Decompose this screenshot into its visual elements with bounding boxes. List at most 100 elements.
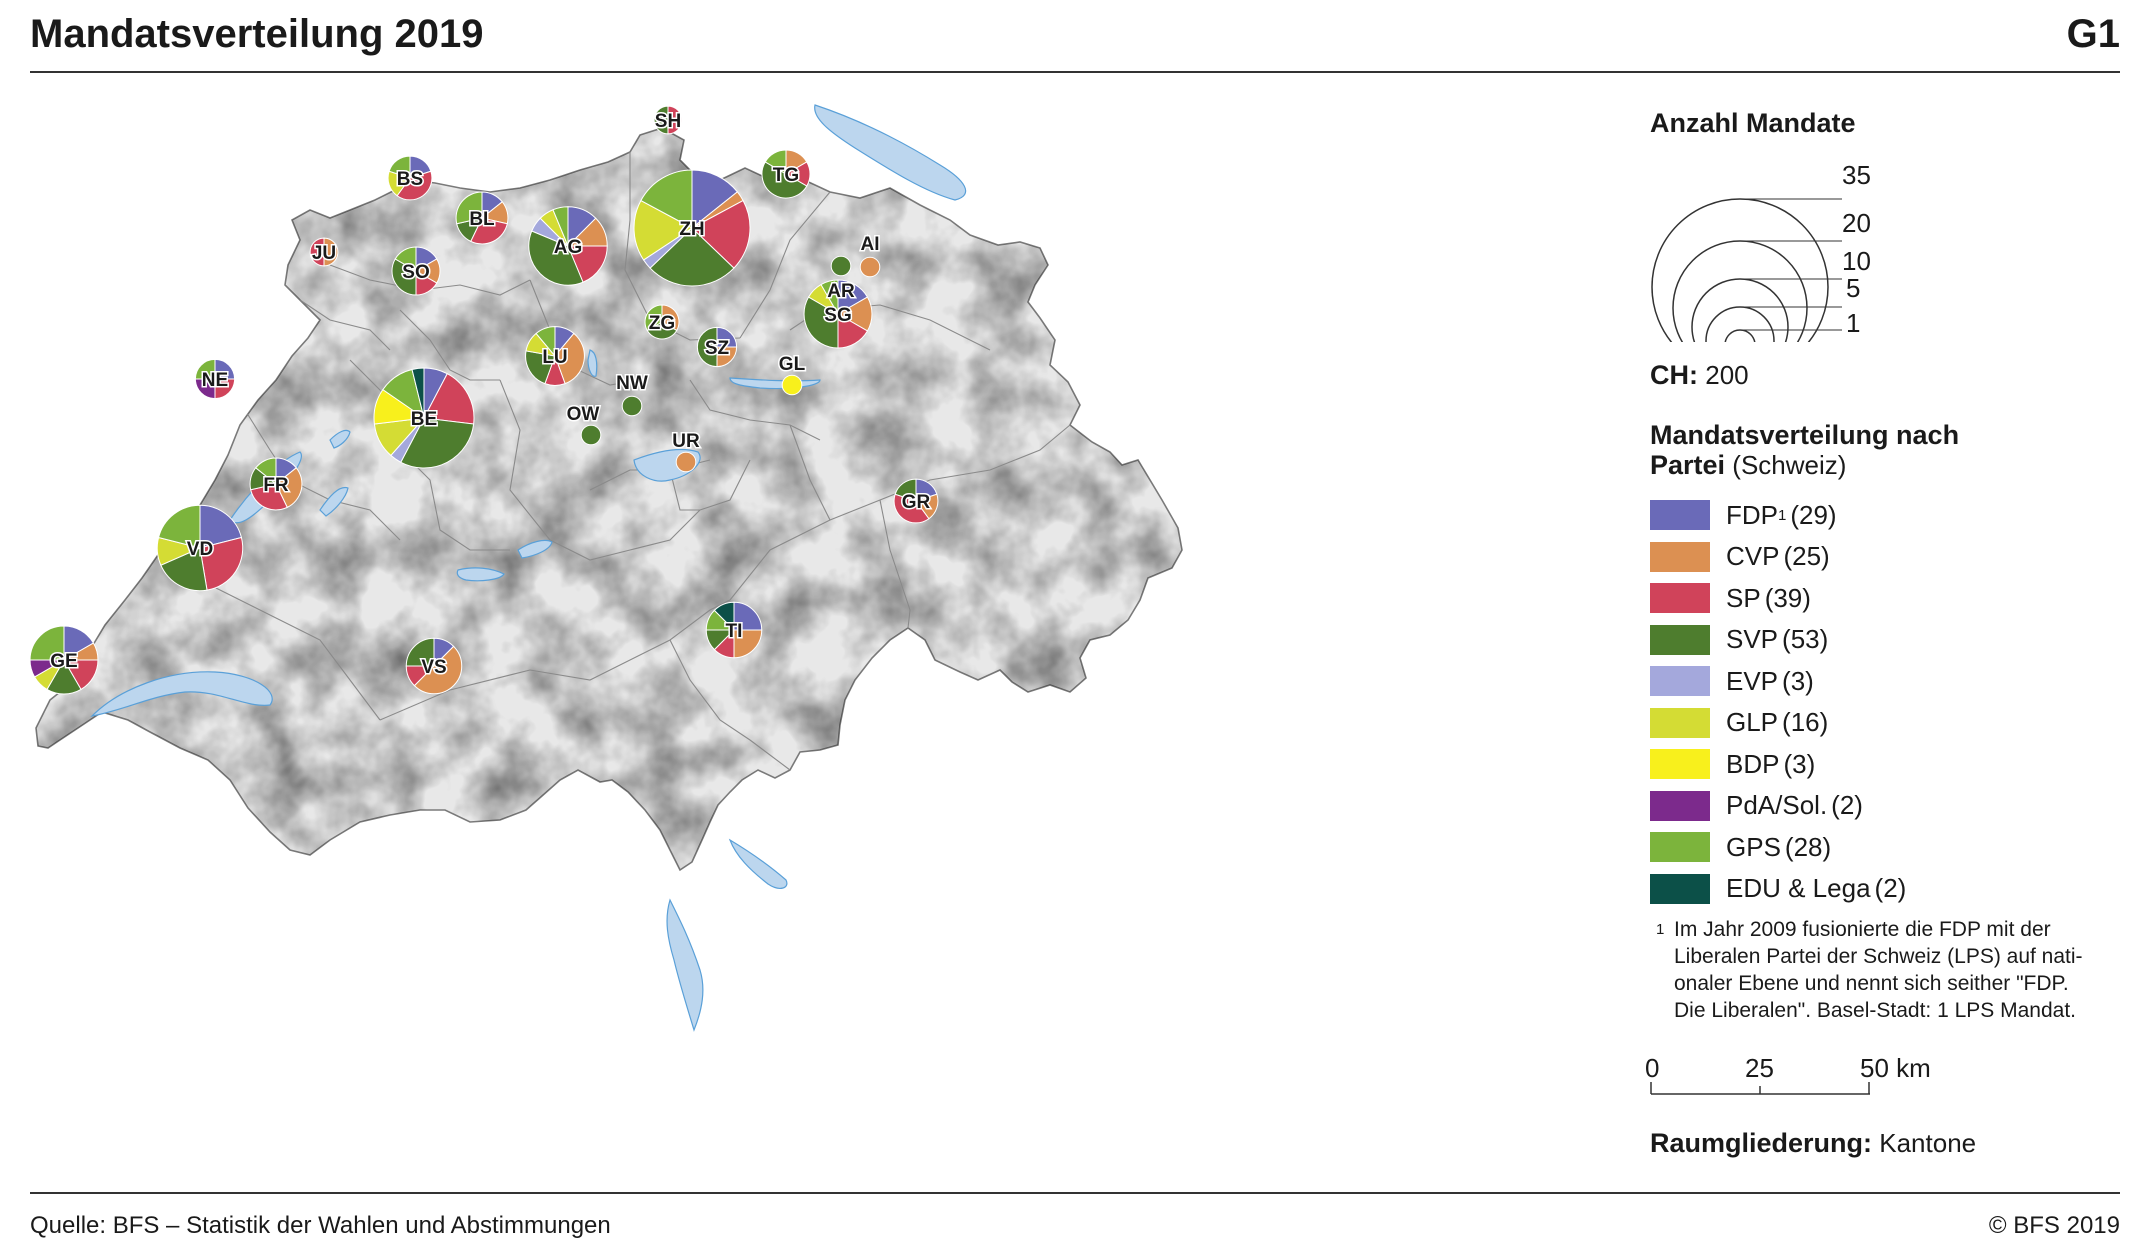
size-value-5: 5 xyxy=(1846,273,1861,303)
canton-label-lu: LU xyxy=(542,347,567,368)
party-count: (16) xyxy=(1782,707,1829,737)
pie-slice-svp xyxy=(649,227,735,287)
party-legend-suffix: (Schweiz) xyxy=(1732,450,1847,480)
pie-slice-sp xyxy=(667,105,683,135)
footnote-marker: 1 xyxy=(1656,921,1665,938)
region-value: Kantone xyxy=(1879,1128,1977,1158)
pie-slice-svp xyxy=(696,326,718,368)
canton-label-sh: SH xyxy=(655,111,681,132)
footnote-line: Die Liberalen". Basel-Stadt: 1 LPS Manda… xyxy=(1674,999,2077,1022)
bottom-rule xyxy=(30,1192,2120,1194)
party-label: BDP xyxy=(1726,748,1780,779)
pie-slice-cvp xyxy=(733,629,763,659)
canton-label-ag: AG xyxy=(554,237,583,258)
pie-slice-sp xyxy=(423,373,475,425)
canton-pie-fr: FR xyxy=(249,457,303,511)
canton-pie-be: BE xyxy=(373,367,475,469)
canton-label-vd: VD xyxy=(187,539,213,560)
pie-slice-bdp xyxy=(781,374,803,396)
canton-pie-sh: SH xyxy=(653,105,683,135)
party-label: SP xyxy=(1726,582,1761,613)
canton-label-ai: AI xyxy=(861,234,880,255)
canton-label-ow: OW xyxy=(567,404,600,425)
copyright: © BFS 2019 xyxy=(1988,1212,2120,1239)
scale-tick-25: 25 xyxy=(1745,1053,1774,1083)
party-legend-title-2: Partei xyxy=(1650,450,1726,480)
scale-tick-50: 50 km xyxy=(1860,1053,1931,1083)
pie-slice-sp xyxy=(396,170,433,201)
party-swatch xyxy=(1650,500,1710,530)
lake-biel xyxy=(319,486,349,517)
pie-slice-cvp xyxy=(716,346,738,368)
pie-slice-svp xyxy=(894,478,917,502)
scale-bar xyxy=(1650,1082,1870,1095)
canton-label-tg: TG xyxy=(773,165,799,186)
party-legend-item: GLP (16) xyxy=(1650,706,1828,740)
party-count: (3) xyxy=(1782,665,1814,696)
lake-murten xyxy=(329,429,351,449)
footnote-line: Liberalen Partei der Schweiz (LPS) auf n… xyxy=(1674,945,2083,968)
canton-label-ur: UR xyxy=(672,431,700,452)
pie-slice-fdp xyxy=(199,504,243,549)
pie-slice-gps xyxy=(644,304,663,332)
pie-slice-gps xyxy=(394,246,417,272)
party-label: PdA/Sol. xyxy=(1726,790,1828,820)
lake-lugano xyxy=(728,838,788,889)
pie-slice-cvp xyxy=(859,256,881,278)
source-note: Quelle: BFS – Statistik der Wahlen und A… xyxy=(30,1212,611,1239)
chart-title: Mandatsverteilung 2019 xyxy=(30,12,484,56)
canton-label-ge: GE xyxy=(50,651,77,672)
canton-pie-zh: ZH xyxy=(633,169,751,287)
pie-slice-sp xyxy=(309,237,325,267)
party-label: EDU & Lega xyxy=(1726,873,1871,903)
graphic-number: G1 xyxy=(2066,12,2120,56)
pie-slice-sp xyxy=(893,493,930,524)
canton-label-sg: SG xyxy=(824,305,851,326)
canton-pie-so: SO xyxy=(391,246,441,296)
canton-label-fr: FR xyxy=(263,475,289,496)
pie-slice-gps xyxy=(255,457,277,486)
canton-pie-zg: ZG xyxy=(644,304,680,340)
canton-pie-ne: NE xyxy=(194,358,236,400)
canton-label-gr: GR xyxy=(902,492,931,513)
pie-slice-sp xyxy=(214,378,236,400)
canton-pie-ar: AR xyxy=(826,255,856,304)
party-count: (25) xyxy=(1783,541,1830,571)
canton-pie-ge: GE xyxy=(30,625,99,695)
lake-maggiore xyxy=(666,898,704,1032)
pie-slice-svp xyxy=(580,424,602,446)
region-label: Raumgliederung: xyxy=(1650,1128,1873,1158)
canton-pie-vs: VS xyxy=(405,637,463,695)
party-label: GPS xyxy=(1726,831,1781,862)
size-value-10: 10 xyxy=(1842,246,1871,276)
pie-slice-gps xyxy=(157,504,201,549)
party-label: FDP xyxy=(1726,499,1778,530)
party-label: GLP xyxy=(1726,707,1779,737)
pie-slice-svp xyxy=(405,637,435,667)
canton-label-sz: SZ xyxy=(705,338,730,359)
pie-slice-gps xyxy=(552,206,569,247)
canton-label-bs: BS xyxy=(397,169,423,190)
party-swatch xyxy=(1650,707,1710,738)
canton-pie-bs: BS xyxy=(387,155,433,201)
party-swatch xyxy=(1650,749,1710,779)
pie-slice-cvp xyxy=(275,467,303,509)
canton-label-so: SO xyxy=(402,262,429,283)
pie-slice-gps xyxy=(640,169,693,229)
party-label: SVP xyxy=(1726,624,1779,654)
pie-slice-cvp xyxy=(675,451,697,473)
pie-slice-svp xyxy=(653,105,669,135)
canton-pie-vd: VD xyxy=(156,504,244,592)
canton-pie-ow: OW xyxy=(565,403,602,446)
canton-pie-ag: AG xyxy=(528,206,608,286)
pie-slice-gps xyxy=(388,155,411,179)
canton-label-zg: ZG xyxy=(649,313,675,334)
party-label: CVP xyxy=(1726,541,1780,571)
size-value-20: 20 xyxy=(1842,208,1871,238)
ch-label: CH: xyxy=(1650,360,1698,390)
party-legend-item: FDP 1 (29) xyxy=(1650,498,1837,532)
party-count: (28) xyxy=(1784,831,1832,862)
pie-slice-cvp xyxy=(413,645,463,695)
canton-pie-ai: AI xyxy=(859,233,881,278)
party-swatch xyxy=(1650,790,1710,821)
